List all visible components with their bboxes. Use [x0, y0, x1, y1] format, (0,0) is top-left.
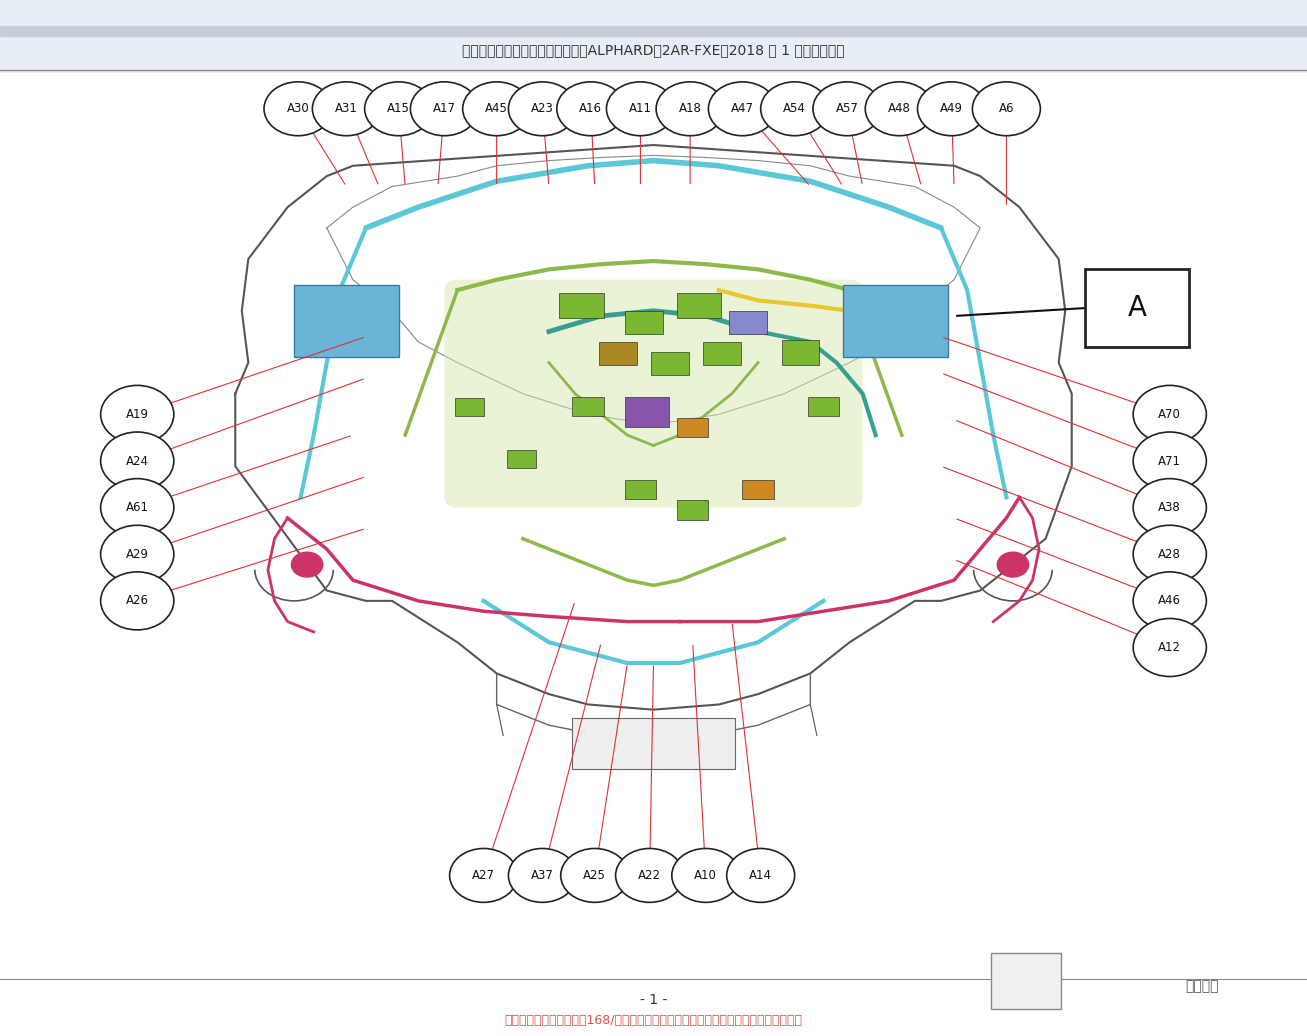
Circle shape — [616, 848, 684, 902]
FancyBboxPatch shape — [651, 352, 689, 375]
Text: A49: A49 — [940, 103, 963, 115]
FancyBboxPatch shape — [0, 0, 1307, 73]
FancyBboxPatch shape — [808, 397, 839, 416]
FancyBboxPatch shape — [677, 500, 708, 520]
FancyBboxPatch shape — [507, 450, 536, 468]
Text: - 1 -: - 1 - — [640, 992, 667, 1007]
Circle shape — [312, 82, 380, 136]
Circle shape — [1133, 618, 1206, 677]
Text: A12: A12 — [1158, 641, 1182, 654]
FancyBboxPatch shape — [1085, 269, 1189, 347]
FancyBboxPatch shape — [742, 480, 774, 499]
Text: A61: A61 — [125, 501, 149, 514]
Text: A28: A28 — [1158, 548, 1182, 560]
Text: A57: A57 — [835, 103, 859, 115]
FancyBboxPatch shape — [455, 398, 484, 416]
Circle shape — [865, 82, 933, 136]
Text: A6: A6 — [999, 103, 1014, 115]
FancyBboxPatch shape — [294, 285, 399, 357]
FancyBboxPatch shape — [625, 311, 663, 334]
Text: 汽修帮手: 汽修帮手 — [1185, 979, 1219, 994]
Text: A46: A46 — [1158, 595, 1182, 607]
Text: A71: A71 — [1158, 455, 1182, 467]
Text: A: A — [1128, 294, 1146, 322]
Text: A26: A26 — [125, 595, 149, 607]
Text: A23: A23 — [531, 103, 554, 115]
Text: A14: A14 — [749, 869, 772, 882]
FancyBboxPatch shape — [782, 340, 819, 365]
Text: A27: A27 — [472, 869, 495, 882]
Text: A45: A45 — [485, 103, 508, 115]
Text: A24: A24 — [125, 455, 149, 467]
FancyBboxPatch shape — [625, 397, 669, 427]
FancyBboxPatch shape — [572, 718, 735, 769]
Circle shape — [997, 552, 1029, 577]
Text: A70: A70 — [1158, 408, 1182, 421]
FancyBboxPatch shape — [843, 285, 948, 357]
FancyBboxPatch shape — [625, 480, 656, 499]
Text: A29: A29 — [125, 548, 149, 560]
FancyBboxPatch shape — [677, 418, 708, 437]
Text: A30: A30 — [286, 103, 310, 115]
Circle shape — [672, 848, 740, 902]
Text: A10: A10 — [694, 869, 718, 882]
Circle shape — [264, 82, 332, 136]
Text: A37: A37 — [531, 869, 554, 882]
Circle shape — [1133, 432, 1206, 490]
Circle shape — [101, 572, 174, 630]
Circle shape — [450, 848, 518, 902]
Circle shape — [606, 82, 674, 136]
Circle shape — [727, 848, 795, 902]
Circle shape — [365, 82, 433, 136]
FancyBboxPatch shape — [559, 293, 604, 318]
Text: A38: A38 — [1158, 501, 1182, 514]
Circle shape — [656, 82, 724, 136]
Circle shape — [410, 82, 478, 136]
FancyBboxPatch shape — [572, 397, 604, 416]
FancyBboxPatch shape — [677, 293, 721, 318]
Text: A19: A19 — [125, 408, 149, 421]
FancyBboxPatch shape — [991, 953, 1061, 1009]
FancyBboxPatch shape — [703, 342, 741, 365]
Circle shape — [508, 848, 576, 902]
Circle shape — [708, 82, 776, 136]
Text: A16: A16 — [579, 103, 603, 115]
Circle shape — [508, 82, 576, 136]
Text: A25: A25 — [583, 869, 606, 882]
Bar — [0, 26, 1307, 36]
Text: A22: A22 — [638, 869, 661, 882]
FancyBboxPatch shape — [729, 311, 767, 334]
Circle shape — [291, 552, 323, 577]
Text: A54: A54 — [783, 103, 806, 115]
Circle shape — [101, 525, 174, 583]
Text: 发动机舱零件位置（右驾驶车型、ALPHARD、2AR-FXE：2018 年 1 月之前生产）: 发动机舱零件位置（右驾驶车型、ALPHARD、2AR-FXE：2018 年 1 … — [463, 42, 844, 57]
Text: 汽修帮手在线资料库会员168/年，全球车型资料免费查询（扫码右边二维码即可查看）: 汽修帮手在线资料库会员168/年，全球车型资料免费查询（扫码右边二维码即可查看） — [505, 1014, 802, 1027]
FancyBboxPatch shape — [599, 342, 637, 365]
Circle shape — [101, 385, 174, 443]
Text: A47: A47 — [731, 103, 754, 115]
Circle shape — [1133, 572, 1206, 630]
Text: A48: A48 — [887, 103, 911, 115]
Circle shape — [101, 432, 174, 490]
Circle shape — [972, 82, 1040, 136]
Circle shape — [557, 82, 625, 136]
Circle shape — [561, 848, 629, 902]
Circle shape — [1133, 385, 1206, 443]
Circle shape — [1133, 479, 1206, 537]
FancyBboxPatch shape — [444, 280, 863, 508]
Circle shape — [813, 82, 881, 136]
Circle shape — [761, 82, 829, 136]
Text: A18: A18 — [678, 103, 702, 115]
Text: A15: A15 — [387, 103, 410, 115]
Circle shape — [918, 82, 985, 136]
Text: A11: A11 — [629, 103, 652, 115]
Text: A31: A31 — [335, 103, 358, 115]
Text: A17: A17 — [433, 103, 456, 115]
Circle shape — [463, 82, 531, 136]
Circle shape — [1133, 525, 1206, 583]
Circle shape — [101, 479, 174, 537]
